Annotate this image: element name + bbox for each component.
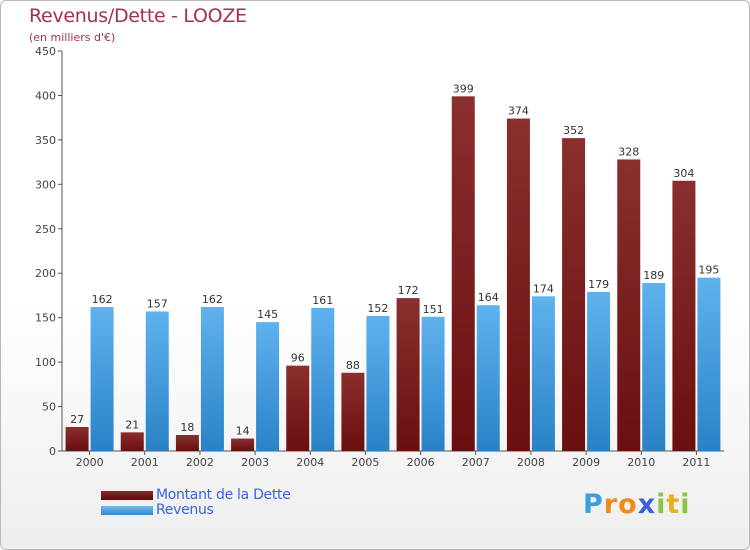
legend-label-dette: Montant de la Dette xyxy=(156,487,291,503)
dette-bar xyxy=(65,427,89,451)
revenus-bar xyxy=(421,316,445,451)
x-tick-label: 2009 xyxy=(572,456,600,469)
x-tick-label: 2006 xyxy=(407,456,435,469)
dette-bar xyxy=(617,159,641,451)
data-label: 399 xyxy=(453,82,474,95)
revenus-bar xyxy=(90,307,114,451)
data-label: 27 xyxy=(70,413,84,426)
legend-swatch-revenus xyxy=(101,505,153,515)
revenus-bar xyxy=(145,311,169,451)
dette-bar xyxy=(672,180,696,451)
y-tick-label: 250 xyxy=(35,223,56,236)
data-label: 21 xyxy=(125,418,139,431)
y-tick-label: 350 xyxy=(35,134,56,147)
y-tick-label: 150 xyxy=(35,312,56,325)
data-label: 145 xyxy=(257,308,278,321)
x-tick-label: 2005 xyxy=(351,456,379,469)
y-tick-label: 200 xyxy=(35,267,56,280)
revenus-bar xyxy=(311,307,335,451)
y-tick-label: 400 xyxy=(35,89,56,102)
logo-letter: P xyxy=(583,489,604,520)
data-label: 164 xyxy=(478,291,499,304)
x-tick-label: 2001 xyxy=(131,456,159,469)
logo-letter: r xyxy=(603,489,619,520)
y-tick-label: 100 xyxy=(35,356,56,369)
logo-letter: t xyxy=(666,489,681,520)
revenus-bar xyxy=(476,305,500,451)
dette-bar xyxy=(120,432,144,451)
data-label: 161 xyxy=(312,294,333,307)
data-label: 195 xyxy=(698,264,719,277)
revenus-bar xyxy=(256,322,280,451)
data-label: 304 xyxy=(673,167,694,180)
data-label: 18 xyxy=(180,421,194,434)
y-tick-label: 50 xyxy=(42,401,56,414)
data-label: 96 xyxy=(291,352,305,365)
x-tick-label: 2000 xyxy=(76,456,104,469)
y-tick-label: 300 xyxy=(35,178,56,191)
chart-title: Revenus/Dette - LOOZE xyxy=(29,5,247,27)
data-label: 189 xyxy=(643,269,664,282)
data-label: 374 xyxy=(508,105,529,118)
dette-bar xyxy=(286,365,310,451)
data-label: 162 xyxy=(92,293,113,306)
dette-bar xyxy=(506,118,530,452)
legend-item-dette: Montant de la Dette xyxy=(101,487,291,503)
data-label: 172 xyxy=(398,284,419,297)
x-tick-label: 2007 xyxy=(462,456,490,469)
chart-subtitle: (en milliers d'€) xyxy=(29,31,116,44)
data-label: 328 xyxy=(618,145,639,158)
data-label: 152 xyxy=(367,302,388,315)
y-tick-label: 450 xyxy=(35,45,56,58)
logo-letter: x xyxy=(637,489,657,520)
logo-letter: i xyxy=(656,489,667,520)
data-label: 352 xyxy=(563,124,584,137)
dette-bar xyxy=(231,438,255,451)
revenus-bar xyxy=(531,296,555,451)
revenus-bar xyxy=(587,291,611,451)
revenus-bar xyxy=(366,315,390,451)
x-tick-label: 2008 xyxy=(517,456,545,469)
data-label: 88 xyxy=(346,359,360,372)
x-tick-label: 2010 xyxy=(627,456,655,469)
data-label: 179 xyxy=(588,278,609,291)
legend-swatch-dette xyxy=(101,490,153,500)
x-tick-label: 2003 xyxy=(241,456,269,469)
data-label: 174 xyxy=(533,282,554,295)
x-tick-label: 2004 xyxy=(296,456,324,469)
x-tick-label: 2011 xyxy=(682,456,710,469)
logo-letter: i xyxy=(680,489,691,520)
data-label: 162 xyxy=(202,293,223,306)
dette-bar xyxy=(396,298,420,451)
logo-letter: o xyxy=(618,489,638,520)
revenus-bar xyxy=(642,283,666,451)
data-label: 157 xyxy=(147,297,168,310)
dette-bar xyxy=(451,96,475,451)
revenus-bar xyxy=(200,307,224,451)
proxiti-logo: Proxiti xyxy=(583,489,691,520)
dette-bar xyxy=(562,138,586,451)
data-label: 14 xyxy=(236,425,250,438)
dette-bar xyxy=(175,435,199,451)
revenus-bar xyxy=(697,277,721,451)
x-tick-label: 2002 xyxy=(186,456,214,469)
dette-bar xyxy=(341,372,365,451)
data-label: 151 xyxy=(423,303,444,316)
y-tick-label: 0 xyxy=(49,445,56,458)
legend-item-revenus: Revenus xyxy=(101,502,214,518)
legend-label-revenus: Revenus xyxy=(156,502,214,518)
